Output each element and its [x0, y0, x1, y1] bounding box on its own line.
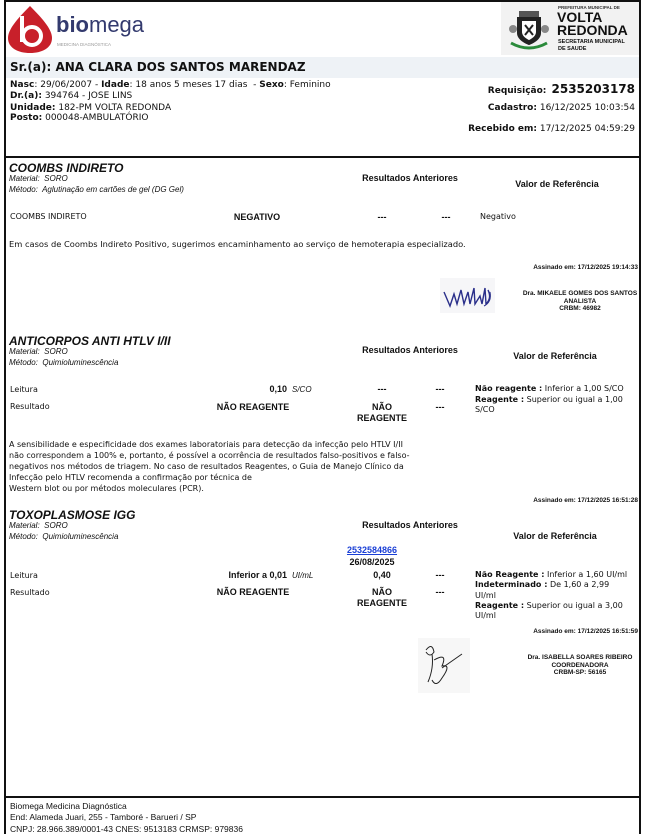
exam-title: COOMBS INDIRETO	[9, 161, 124, 175]
row-prev1: ---	[377, 212, 387, 222]
row-prev1: ---	[377, 384, 387, 394]
row-prev1-cont: REAGENTE	[356, 598, 408, 608]
row-value: Inferior a 0,01	[228, 570, 287, 580]
signer-info: Dra. ISABELLA SOARES RIBEIRO COORDENADORA…	[527, 654, 633, 676]
reference-header: Valor de Referência	[515, 179, 599, 189]
exam-material: Material: SORO	[9, 174, 68, 183]
exam-note: A sensibilidade e especificidade dos exa…	[9, 440, 410, 493]
patient-doctor: Dr.(a): 394764 - JOSE LINS	[10, 91, 133, 101]
previous-request-link[interactable]: 2532584866	[346, 545, 398, 555]
biomega-tagline: MEDICINA DIAGNÓSTICA	[57, 42, 112, 47]
page-border-right	[639, 0, 641, 834]
signed-timestamp: Assinado em: 17/12/2025 19:14:33	[533, 264, 638, 271]
row-label: Leitura	[10, 385, 38, 394]
received-date: Recebido em: 17/12/2025 04:59:29	[468, 124, 635, 134]
exam-method: Método: Aglutinação em cartões de gel (D…	[9, 185, 184, 194]
row-label: Resultado	[10, 402, 50, 411]
header-divider	[4, 156, 641, 158]
footer: Biomega Medicina Diagnóstica End: Alamed…	[10, 801, 243, 835]
previous-results-header: Resultados Anteriores	[362, 345, 458, 355]
row-prev1: NÃO	[372, 402, 392, 412]
footer-company: Biomega Medicina Diagnóstica	[10, 801, 127, 811]
reference-header: Valor de Referência	[513, 531, 597, 541]
row-unit: UI/mL	[292, 571, 314, 580]
patient-unit: Unidade: 182-PM VOLTA REDONDA	[10, 103, 172, 113]
row-prev2: ---	[435, 587, 445, 597]
gov-logo-line4: SECRETARIA MUNICIPAL	[558, 39, 625, 45]
row-label: Leitura	[10, 571, 38, 580]
row-label: Resultado	[10, 588, 50, 597]
row-value: NEGATIVO	[233, 212, 281, 222]
biomega-logo: biomega MEDICINA DIAGNÓSTICA	[6, 4, 145, 54]
patient-name-bar: Sr.(a): ANA CLARA DOS SANTOS MARENDAZ	[6, 57, 639, 78]
row-reference: Negativo	[480, 212, 516, 221]
footer-registration: CNPJ: 28.966.389/0001-43 CNES: 9513183 C…	[10, 823, 243, 834]
row-prev1-cont: REAGENTE	[356, 413, 408, 423]
requisition-number: Requisição: 2535203178	[487, 82, 635, 96]
biomega-logo-mark	[8, 6, 52, 53]
previous-results-header: Resultados Anteriores	[362, 520, 458, 530]
gov-logo-line5: DE SAUDE	[558, 46, 587, 52]
exam-method: Método: Quimioluminescência	[9, 358, 119, 367]
patient-birth-line: Nasc: 29/06/2007 - Idade: 18 anos 5 mese…	[10, 80, 331, 90]
row-value: NÃO REAGENTE	[216, 587, 290, 597]
row-prev2: ---	[435, 570, 445, 580]
footer-address: End: Alameda Juari, 255 - Tamboré - Baru…	[10, 812, 197, 823]
row-prev2: ---	[435, 384, 445, 394]
exam-material: Material: SORO	[9, 347, 68, 356]
signature-image	[418, 638, 470, 693]
reference-values: Não Reagente : Inferior a 1,60 UI/ml Ind…	[475, 570, 628, 621]
row-value: 0,10	[269, 384, 287, 394]
page-border-left	[4, 0, 6, 834]
exam-method: Método: Quimioluminescência	[9, 532, 119, 541]
reference-values: Não reagente : Inferior a 1,00 S/CO Reag…	[475, 384, 624, 414]
coat-of-arms-icon	[509, 11, 549, 50]
row-prev1: NÃO	[372, 587, 392, 597]
top-border	[4, 0, 641, 2]
exam-note: Em casos de Coombs Indireto Positivo, su…	[9, 239, 466, 249]
previous-results-header: Resultados Anteriores	[362, 173, 458, 183]
row-value: NÃO REAGENTE	[216, 402, 290, 412]
signer-info: Dra. MIKAELE GOMES DOS SANTOS ANALISTA CRB…	[522, 290, 638, 312]
signed-timestamp: Assinado em: 17/12/2025 16:51:28	[533, 497, 638, 504]
previous-request-date: 26/08/2025	[349, 557, 395, 567]
gov-logo-line3: REDONDA	[557, 22, 628, 38]
row-prev2: ---	[435, 402, 445, 412]
exam-title: ANTICORPOS ANTI HTLV I/II	[9, 334, 171, 348]
volta-redonda-logo: PREFEITURA MUNICIPAL DE VOLTA REDONDA SE…	[501, 2, 639, 55]
footer-divider	[4, 796, 641, 798]
row-prev2: ---	[441, 212, 451, 222]
registration-date: Cadastro: 16/12/2025 10:03:54	[487, 103, 635, 113]
exam-material: Material: SORO	[9, 521, 68, 530]
biomega-wordmark: biomega	[56, 12, 145, 37]
gov-logo-line1: PREFEITURA MUNICIPAL DE	[558, 5, 620, 10]
patient-post: Posto: 000048-AMBULATÓRIO	[10, 113, 149, 123]
reference-header: Valor de Referência	[513, 351, 597, 361]
gov-logo-line2: VOLTA	[557, 9, 603, 25]
patient-name: Sr.(a): ANA CLARA DOS SANTOS MARENDAZ	[10, 60, 306, 74]
exam-title: TOXOPLASMOSE IGG	[9, 508, 136, 522]
row-label: COOMBS INDIRETO	[10, 212, 87, 221]
signed-timestamp: Assinado em: 17/12/2025 16:51:59	[533, 628, 638, 635]
signature-image	[440, 278, 495, 313]
row-prev1: 0,40	[373, 570, 391, 580]
row-unit: S/CO	[292, 385, 312, 394]
